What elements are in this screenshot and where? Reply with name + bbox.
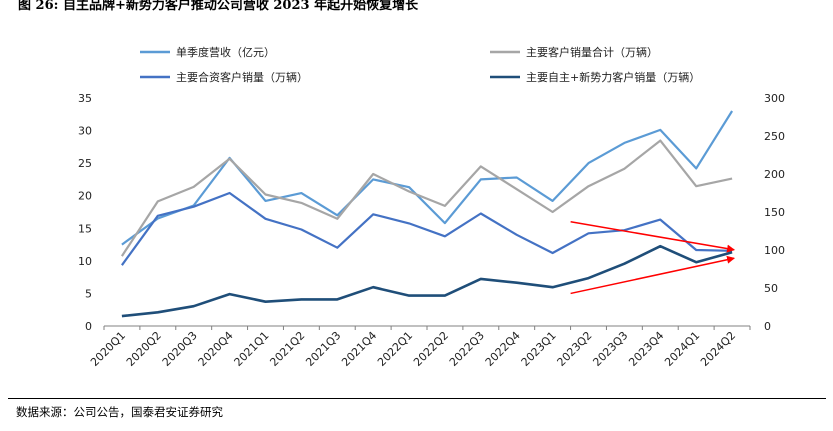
x-tick-label: 2023Q1 [519,329,559,369]
trend-arrow [570,255,736,295]
x-tick-label: 2021Q3 [303,329,343,369]
y-right-tick-label: 100 [764,244,785,257]
y-right-tick-label: 300 [764,92,785,105]
series-group [120,110,734,318]
y-left-tick-label: 25 [78,157,92,170]
legend-label: 主要客户销量合计（万辆） [526,45,658,59]
y-right-tick-label: 150 [764,206,785,219]
x-tick-label: 2021Q4 [339,329,379,369]
legend: 单季度营收（亿元） 主要客户销量合计（万辆） 主要合资客户销量（万辆） 主要自主+新势… [140,45,700,84]
x-tick-label: 2020Q3 [160,329,200,369]
y-right-tick-label: 0 [764,320,771,333]
x-tick-label: 2024Q1 [662,329,702,369]
y-left-tick-label: 15 [78,222,92,235]
y-left-tick-label: 0 [85,320,92,333]
y-right-tick-label: 50 [764,282,778,295]
x-tick-label: 2020Q4 [196,329,236,369]
legend-label: 单季度营收（亿元） [176,45,275,59]
legend-label: 主要自主+新势力客户销量（万辆） [526,70,700,84]
x-tick-label: 2022Q2 [411,329,451,369]
annotations [570,221,736,295]
y-right-tick-label: 250 [764,130,785,143]
x-tick-label: 2023Q4 [626,329,666,369]
x-tick-label: 2022Q1 [375,329,415,369]
x-tick-label: 2021Q2 [267,329,307,369]
figure-title: 图 26: 自主品牌+新势力客户推动公司营收 2023 年起开始恢复增长 [18,0,419,13]
series-line [120,139,733,257]
x-tick-label: 2023Q2 [555,329,595,369]
x-tick-label: 2024Q2 [698,329,738,369]
y-left-tick-label: 30 [78,125,92,138]
series-line [121,244,733,318]
y-left-tick-label: 20 [78,190,92,203]
y-right-tick-label: 200 [764,168,785,181]
x-tick-label: 2021Q1 [232,329,272,369]
bottom-rule [8,398,826,399]
source-note: 数据来源：公司公告，国泰君安证券研究 [16,405,223,419]
y-left-tick-label: 5 [85,287,92,300]
x-tick-label: 2023Q3 [590,329,630,369]
y-left-tick-label: 35 [78,92,92,105]
legend-label: 主要合资客户销量（万辆） [176,70,308,84]
x-tick-label: 2020Q2 [124,329,164,369]
x-tick-label: 2022Q4 [483,329,523,369]
series-line [121,191,733,266]
y-left-tick-label: 10 [78,255,92,268]
trend-arrow [570,221,736,253]
x-tick-label: 2022Q3 [447,329,487,369]
series-line [121,110,734,246]
x-tick-label: 2020Q1 [88,329,128,369]
